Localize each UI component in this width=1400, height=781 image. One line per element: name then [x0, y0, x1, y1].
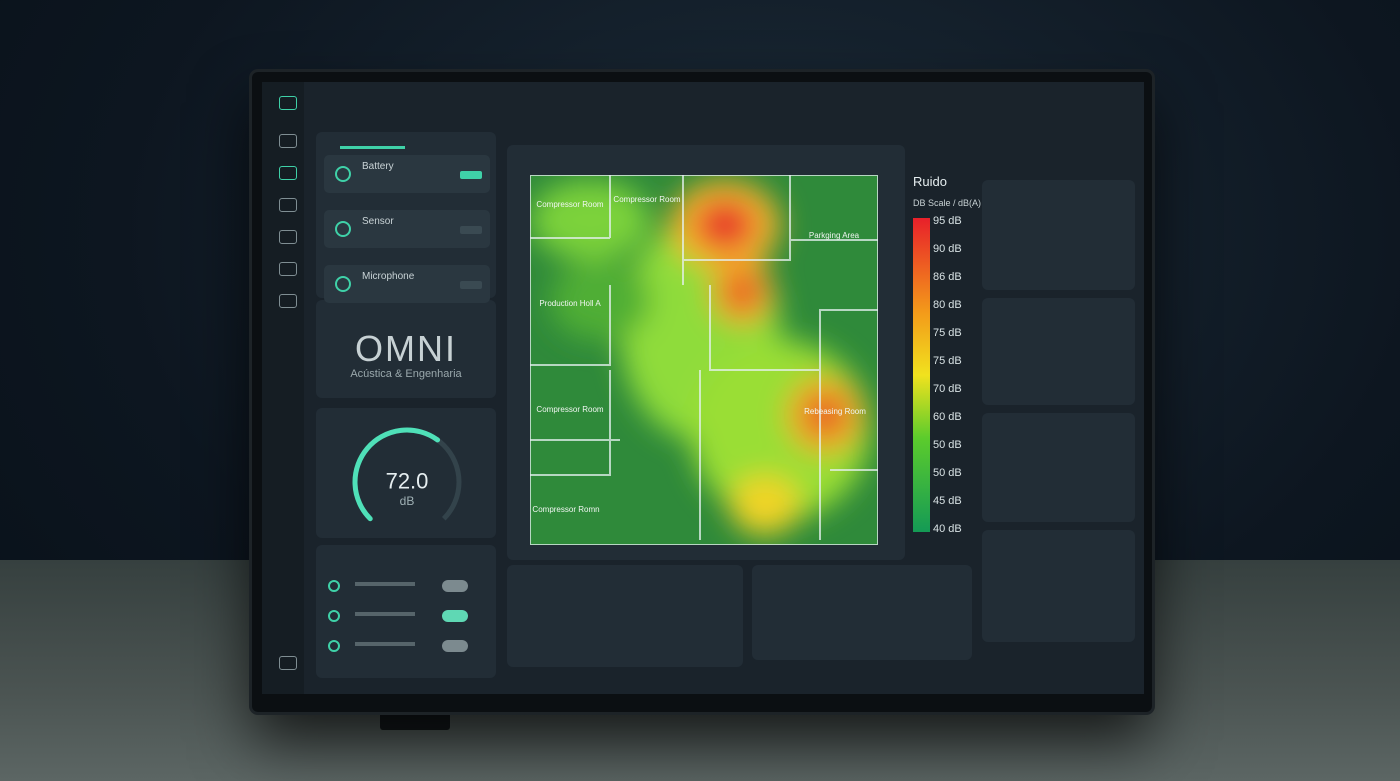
nav-icon[interactable]: [279, 134, 297, 148]
connection-line: [355, 612, 415, 616]
gauge-unit: dB: [400, 494, 415, 508]
nav-icon[interactable]: [279, 230, 297, 244]
gauge-panel: [982, 298, 1135, 405]
scale-label: 70 dB: [933, 383, 962, 395]
chart-panel: [752, 565, 972, 660]
scale-label: 95 dB: [933, 215, 962, 227]
scale-label: 80 dB: [933, 299, 962, 311]
brand-panel: [316, 300, 496, 398]
nav-icon[interactable]: [279, 198, 297, 212]
status-label: Sensor: [362, 216, 394, 227]
scale-label: 60 dB: [933, 411, 962, 423]
scale-label: 75 dB: [933, 327, 962, 339]
connection-line: [355, 642, 415, 646]
connection-icon: [328, 580, 340, 592]
status-icon: [335, 166, 351, 182]
nav-icon[interactable]: [279, 166, 297, 180]
gauge-fill: [352, 427, 441, 522]
nav-icon[interactable]: [279, 294, 297, 308]
status-icon: [335, 276, 351, 292]
scale-label: 45 dB: [933, 495, 962, 507]
scale-label: 90 dB: [933, 243, 962, 255]
gauge-panel: [982, 413, 1135, 522]
brand-name: OMNI: [355, 328, 457, 369]
room-label: Parkging Area: [809, 231, 860, 240]
connection-icon: [328, 610, 340, 622]
scale-title: Ruido: [913, 174, 947, 189]
connection-line: [355, 582, 415, 586]
gauge-panel: [982, 180, 1135, 290]
menu-icon[interactable]: [279, 96, 297, 110]
status-indicator: [460, 281, 482, 289]
nav-icon[interactable]: [279, 262, 297, 276]
logout-icon[interactable]: [279, 656, 297, 670]
status-item: [324, 155, 490, 193]
scale-label: 40 dB: [933, 523, 962, 535]
status-icon: [335, 221, 351, 237]
status-label: Microphone: [362, 271, 415, 282]
status-item: [324, 210, 490, 248]
room-label: Compressor Room: [536, 200, 603, 209]
scale-label: 50 dB: [933, 439, 962, 451]
status-label: Battery: [362, 161, 394, 172]
room-label: Production Holl A: [539, 299, 601, 308]
toggle[interactable]: [442, 580, 468, 592]
status-bar: [340, 146, 405, 149]
chart-panel: [507, 565, 743, 667]
sidebar: [262, 82, 304, 694]
scale-label: 86 dB: [933, 271, 962, 283]
brand-tagline: Acústica & Engenharia: [350, 368, 462, 380]
room-label: Compressor Room: [613, 195, 680, 204]
scale-bar: [913, 218, 930, 532]
status-indicator: [460, 171, 482, 179]
status-item: [324, 265, 490, 303]
scale-label: 75 dB: [933, 355, 962, 367]
connection-icon: [328, 640, 340, 652]
gauge-panel: [982, 530, 1135, 642]
toggle[interactable]: [442, 640, 468, 652]
scale-label: 50 dB: [933, 467, 962, 479]
gauge-value: 72.0: [386, 469, 429, 494]
room-label: Compressor Room: [536, 405, 603, 414]
scale-subtitle: DB Scale / dB(A): [913, 198, 981, 208]
room-label: Compressor Romn: [532, 505, 599, 514]
room-label: Rebeasing Room: [804, 407, 866, 416]
connections-panel: [316, 545, 496, 678]
status-indicator: [460, 226, 482, 234]
toggle[interactable]: [442, 610, 468, 622]
heatmap: [530, 175, 878, 545]
